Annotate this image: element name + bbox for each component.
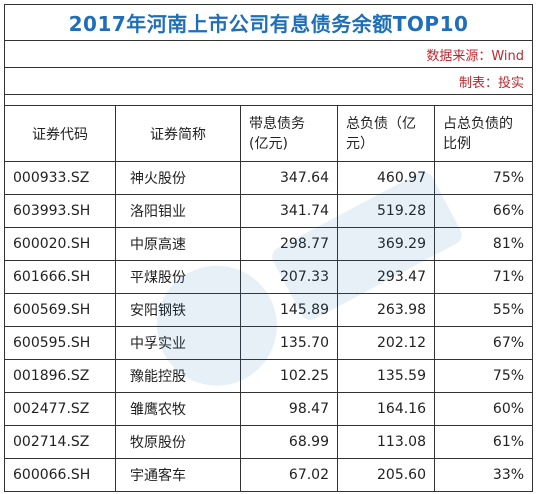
cell-interest-debt: 135.70	[240, 326, 338, 360]
data-source-note: 数据来源：Wind	[3, 40, 534, 68]
cell-name: 中孚实业	[115, 326, 241, 360]
cell-interest-debt: 347.64	[240, 161, 338, 195]
cell-total-liabilities: 164.16	[337, 392, 435, 426]
cell-code: 601666.SH	[4, 260, 116, 294]
cell-total-liabilities: 135.59	[337, 359, 435, 393]
header-total-liabilities-line2: 元）	[346, 135, 374, 152]
cell-name: 神火股份	[115, 161, 241, 195]
header-name: 证券简称	[115, 105, 241, 162]
table-row: 002714.SZ 牧原股份 68.99 113.08 61%	[4, 425, 534, 459]
table-row: 001896.SZ 豫能控股 102.25 135.59 75%	[4, 359, 534, 393]
cell-code: 603993.SH	[4, 194, 116, 228]
cell-name: 雏鹰农牧	[115, 392, 241, 426]
cell-interest-debt: 68.99	[240, 425, 338, 459]
cell-code: 600020.SH	[4, 227, 116, 261]
table-row: 600569.SH 安阳钢铁 145.89 263.98 55%	[4, 293, 534, 327]
cell-ratio: 33%	[433, 458, 534, 492]
cell-total-liabilities: 519.28	[337, 194, 435, 228]
table-row: 600595.SH 中孚实业 135.70 202.12 67%	[4, 326, 534, 360]
cell-total-liabilities: 263.98	[337, 293, 435, 327]
table-row: 600020.SH 中原高速 298.77 369.29 81%	[4, 227, 534, 261]
spacer-row	[3, 94, 534, 106]
cell-name: 平煤股份	[115, 260, 241, 294]
cell-ratio: 60%	[433, 392, 534, 426]
header-row: 证券代码 证券简称 带息债务 (亿元) 总负债（亿 元） 占总负债的 比例	[4, 105, 534, 162]
cell-ratio: 55%	[433, 293, 534, 327]
header-interest-debt: 带息债务 (亿元)	[240, 105, 338, 162]
header-code: 证券代码	[4, 105, 116, 162]
cell-code: 600066.SH	[4, 458, 116, 492]
cell-total-liabilities: 202.12	[337, 326, 435, 360]
cell-total-liabilities: 293.47	[337, 260, 435, 294]
cell-name: 中原高速	[115, 227, 241, 261]
cell-ratio: 61%	[433, 425, 534, 459]
cell-ratio: 71%	[433, 260, 534, 294]
header-total-liabilities-line1: 总负债（亿	[346, 115, 416, 132]
cell-name: 安阳钢铁	[115, 293, 241, 327]
table-row: 002477.SZ 雏鹰农牧 98.47 164.16 60%	[4, 392, 534, 426]
cell-total-liabilities: 460.97	[337, 161, 435, 195]
cell-code: 001896.SZ	[4, 359, 116, 393]
cell-total-liabilities: 369.29	[337, 227, 435, 261]
cell-interest-debt: 298.77	[240, 227, 338, 261]
cell-total-liabilities: 113.08	[337, 425, 435, 459]
header-interest-debt-line2: (亿元)	[249, 135, 288, 152]
cell-ratio: 81%	[433, 227, 534, 261]
table-title: 2017年河南上市公司有息债务余额TOP10	[3, 4, 534, 41]
producer-note: 制表：投实	[3, 67, 534, 95]
header-interest-debt-line1: 带息债务	[249, 115, 305, 132]
cell-ratio: 75%	[433, 359, 534, 393]
cell-interest-debt: 102.25	[240, 359, 338, 393]
cell-name: 牧原股份	[115, 425, 241, 459]
debt-table: 2017年河南上市公司有息债务余额TOP10 数据来源：Wind 制表：投实 证…	[3, 4, 534, 492]
cell-ratio: 67%	[433, 326, 534, 360]
cell-code: 002477.SZ	[4, 392, 116, 426]
cell-interest-debt: 207.33	[240, 260, 338, 294]
cell-interest-debt: 341.74	[240, 194, 338, 228]
cell-interest-debt: 67.02	[240, 458, 338, 492]
header-total-liabilities: 总负债（亿 元）	[337, 105, 435, 162]
cell-name: 豫能控股	[115, 359, 241, 393]
cell-name: 宇通客车	[115, 458, 241, 492]
header-ratio: 占总负债的 比例	[433, 105, 534, 162]
cell-code: 600569.SH	[4, 293, 116, 327]
table-row: 600066.SH 宇通客车 67.02 205.60 33%	[4, 458, 534, 492]
header-ratio-line2: 比例	[443, 135, 471, 152]
cell-ratio: 75%	[433, 161, 534, 195]
cell-code: 000933.SZ	[4, 161, 116, 195]
cell-name: 洛阳钼业	[115, 194, 241, 228]
cell-ratio: 66%	[433, 194, 534, 228]
cell-code: 600595.SH	[4, 326, 116, 360]
debt-table-document: 2017年河南上市公司有息债务余额TOP10 数据来源：Wind 制表：投实 证…	[3, 4, 534, 492]
table-row: 603993.SH 洛阳钼业 341.74 519.28 66%	[4, 194, 534, 228]
cell-code: 002714.SZ	[4, 425, 116, 459]
header-ratio-line1: 占总负债的	[443, 115, 513, 132]
cell-interest-debt: 145.89	[240, 293, 338, 327]
cell-total-liabilities: 205.60	[337, 458, 435, 492]
cell-interest-debt: 98.47	[240, 392, 338, 426]
table-row: 000933.SZ 神火股份 347.64 460.97 75%	[4, 161, 534, 195]
table-row: 601666.SH 平煤股份 207.33 293.47 71%	[4, 260, 534, 294]
